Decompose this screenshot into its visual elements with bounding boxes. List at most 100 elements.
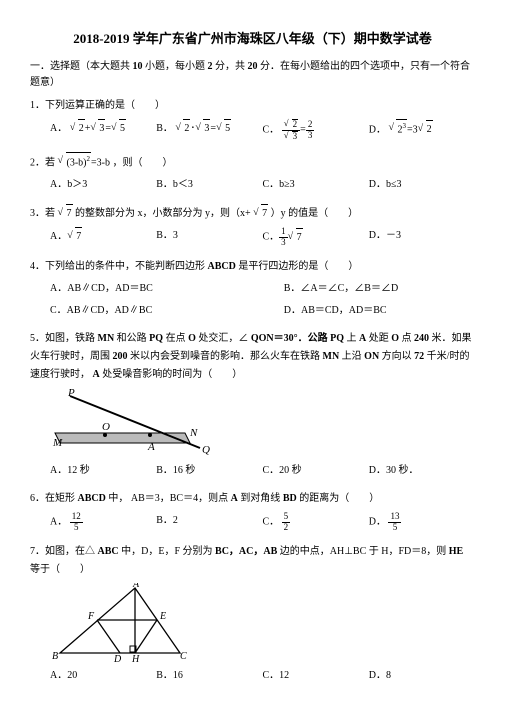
fig7-B: B (52, 651, 58, 662)
q6-A-label: A． (50, 517, 67, 528)
q5-6: O (188, 333, 196, 344)
q2-optA: A．b＞3 (50, 176, 156, 194)
q6-fD-d: 5 (388, 523, 401, 533)
q5-21: ON (364, 351, 379, 362)
q7-optD: D．8 (369, 667, 475, 685)
q1-stem: 1．下列运算正确的是（ ） (30, 97, 475, 115)
q2-stem: 2．若 (3-b)2=3-b ，则（ ） (30, 152, 475, 172)
sh-pts: 2 (208, 61, 213, 72)
q3-options: A．7 B．3 C．137 D．－3 (30, 227, 475, 248)
q3-optC: C．137 (263, 227, 369, 248)
q1-optC: C． 23=23 (263, 119, 369, 142)
fig5-N: N (189, 427, 198, 439)
q5-12: 处距 (369, 333, 389, 344)
q7-stem: 7．如图，在△ ABC 中，D，E，F 分别为 BC，AC，AB 边的中点，AH… (30, 543, 475, 579)
q5-optA: A．12 秒 (50, 462, 156, 480)
q6-4: AB＝3，BC＝4，则点 (131, 493, 228, 504)
sh-count: 10 (133, 61, 143, 72)
q5-25: A (93, 369, 100, 380)
q6-5: A (231, 493, 238, 504)
fig5-A: A (147, 441, 155, 453)
q5-18: 米以内会受到噪音的影响．那么火车在铁路 (130, 351, 320, 362)
q7-6: HE (449, 546, 463, 557)
q5-stem: 5．如图，铁路 MN 和公路 PQ 在点 O 处交汇，∠ QON＝30°．公路 … (30, 330, 475, 384)
q6-fC-d: 2 (282, 523, 291, 533)
q6-fA-d: 5 (70, 523, 83, 533)
q3-optD: D．－3 (369, 227, 475, 248)
q4-optC: C．AB∥CD，AD∥BC (50, 302, 284, 320)
section-header: 一．选择题（本大题共 10 小题，每小题 2 分，共 20 分．在每小题给出的四… (30, 59, 475, 91)
q6-optC: C． 52 (263, 512, 369, 533)
q5-2: MN (98, 333, 115, 344)
q6-D-label: D． (369, 517, 386, 528)
fig5-M: M (52, 437, 63, 449)
question-6: 6．在矩形 ABCD 中， AB＝3，BC＝4，则点 A 到对角线 BD 的距离… (30, 490, 475, 533)
q5-figure: P M O A N Q (50, 388, 475, 458)
q6-2: ABCD (78, 493, 106, 504)
q1-optB: B． 2･3=5 (156, 119, 262, 142)
q5-options: A．12 秒 B．16 秒 C．20 秒 D．30 秒． (30, 462, 475, 480)
q1-B-label: B． (156, 123, 173, 134)
q7-2: ABC (98, 546, 119, 557)
fig5-Q: Q (202, 444, 210, 456)
q5-15: 240 (414, 333, 429, 344)
q6-3: 中， (108, 493, 128, 504)
q7-options: A．20 B．16 C．12 D．8 (30, 667, 475, 685)
q7-optC: C．12 (263, 667, 369, 685)
q1-C-label: C． (263, 125, 280, 136)
fig7-F: F (87, 611, 95, 622)
q5-22: 方向以 (382, 351, 412, 362)
q7-7: 等于（ ） (30, 564, 90, 575)
q4-s3: 是平行四边形的是（ ） (238, 261, 358, 272)
q5-optB: B．16 秒 (156, 462, 262, 480)
q5-3: 和公路 (117, 333, 147, 344)
sh-3: 分，共 (215, 61, 245, 72)
q6-optD: D． 135 (369, 512, 475, 533)
q6-8: 的距离为（ ） (299, 493, 379, 504)
q7-figure: A B C F E D H (50, 583, 475, 663)
q1-options: A． 2+3=5 B． 2･3=5 C． 23=23 D． 23=32 (30, 119, 475, 142)
q7-optA: A．20 (50, 667, 156, 685)
q1-A-label: A． (50, 123, 67, 134)
q3-C-label: C． (263, 232, 280, 243)
question-3: 3．若 7 的整数部分为 x，小数部分为 y，则（x+ 7 ）y 的值是（ ） … (30, 204, 475, 248)
q5-1: 5．如图，铁路 (30, 333, 95, 344)
q4-row2: C．AB∥CD，AD∥BC D．AB＝CD，AD＝BC (30, 302, 475, 320)
q5-20: 上沿 (342, 351, 362, 362)
q4-stem: 4．下列给出的条件中，不能判断四边形 ABCD 是平行四边形的是（ ） (30, 258, 475, 276)
q5-5: 在点 (166, 333, 186, 344)
q1-D-label: D． (369, 124, 386, 135)
q5-10: 上 (347, 333, 357, 344)
q5-8: QON＝30°．公路 (251, 333, 328, 344)
q4-optA: A．AB∥CD，AD＝BC (50, 280, 284, 298)
q5-11: A (359, 333, 366, 344)
fig7-E: E (159, 611, 166, 622)
q3-A-label: A． (50, 231, 67, 242)
q5-26: 处受噪音影响的时间为（ ） (102, 369, 242, 380)
q6-optA: A． 125 (50, 512, 156, 533)
question-1: 1．下列运算正确的是（ ） A． 2+3=5 B． 2･3=5 C． 23=23… (30, 97, 475, 142)
q2-s1: 2．若 (30, 157, 55, 168)
q3-s3: x，小数部分为 (138, 208, 203, 219)
q6-optB: B．2 (156, 512, 262, 533)
q2-optD: D．b≤3 (369, 176, 475, 194)
q6-C-label: C． (263, 517, 280, 528)
q5-9: PQ (330, 333, 344, 344)
q7-4: BC，AC，AB (215, 546, 277, 557)
q5-4: PQ (149, 333, 163, 344)
question-4: 4．下列给出的条件中，不能判断四边形 ABCD 是平行四边形的是（ ） A．AB… (30, 258, 475, 320)
q3-optA: A．7 (50, 227, 156, 248)
sh-2: 小题，每小题 (145, 61, 205, 72)
sh-1: 一．选择题（本大题共 (30, 61, 130, 72)
q3-s1: 3．若 (30, 208, 55, 219)
fig5-O: O (102, 421, 110, 433)
q6-6: 到对角线 (240, 493, 280, 504)
q3-optB: B．3 (156, 227, 262, 248)
q5-13: O (391, 333, 399, 344)
q6-options: A． 125 B．2 C． 52 D． 135 (30, 512, 475, 533)
question-5: 5．如图，铁路 MN 和公路 PQ 在点 O 处交汇，∠ QON＝30°．公路 … (30, 330, 475, 480)
q6-1: 6．在矩形 (30, 493, 75, 504)
fig7-A: A (132, 583, 140, 590)
q3-s4: y，则（x+ (205, 208, 251, 219)
q1-optA: A． 2+3=5 (50, 119, 156, 142)
